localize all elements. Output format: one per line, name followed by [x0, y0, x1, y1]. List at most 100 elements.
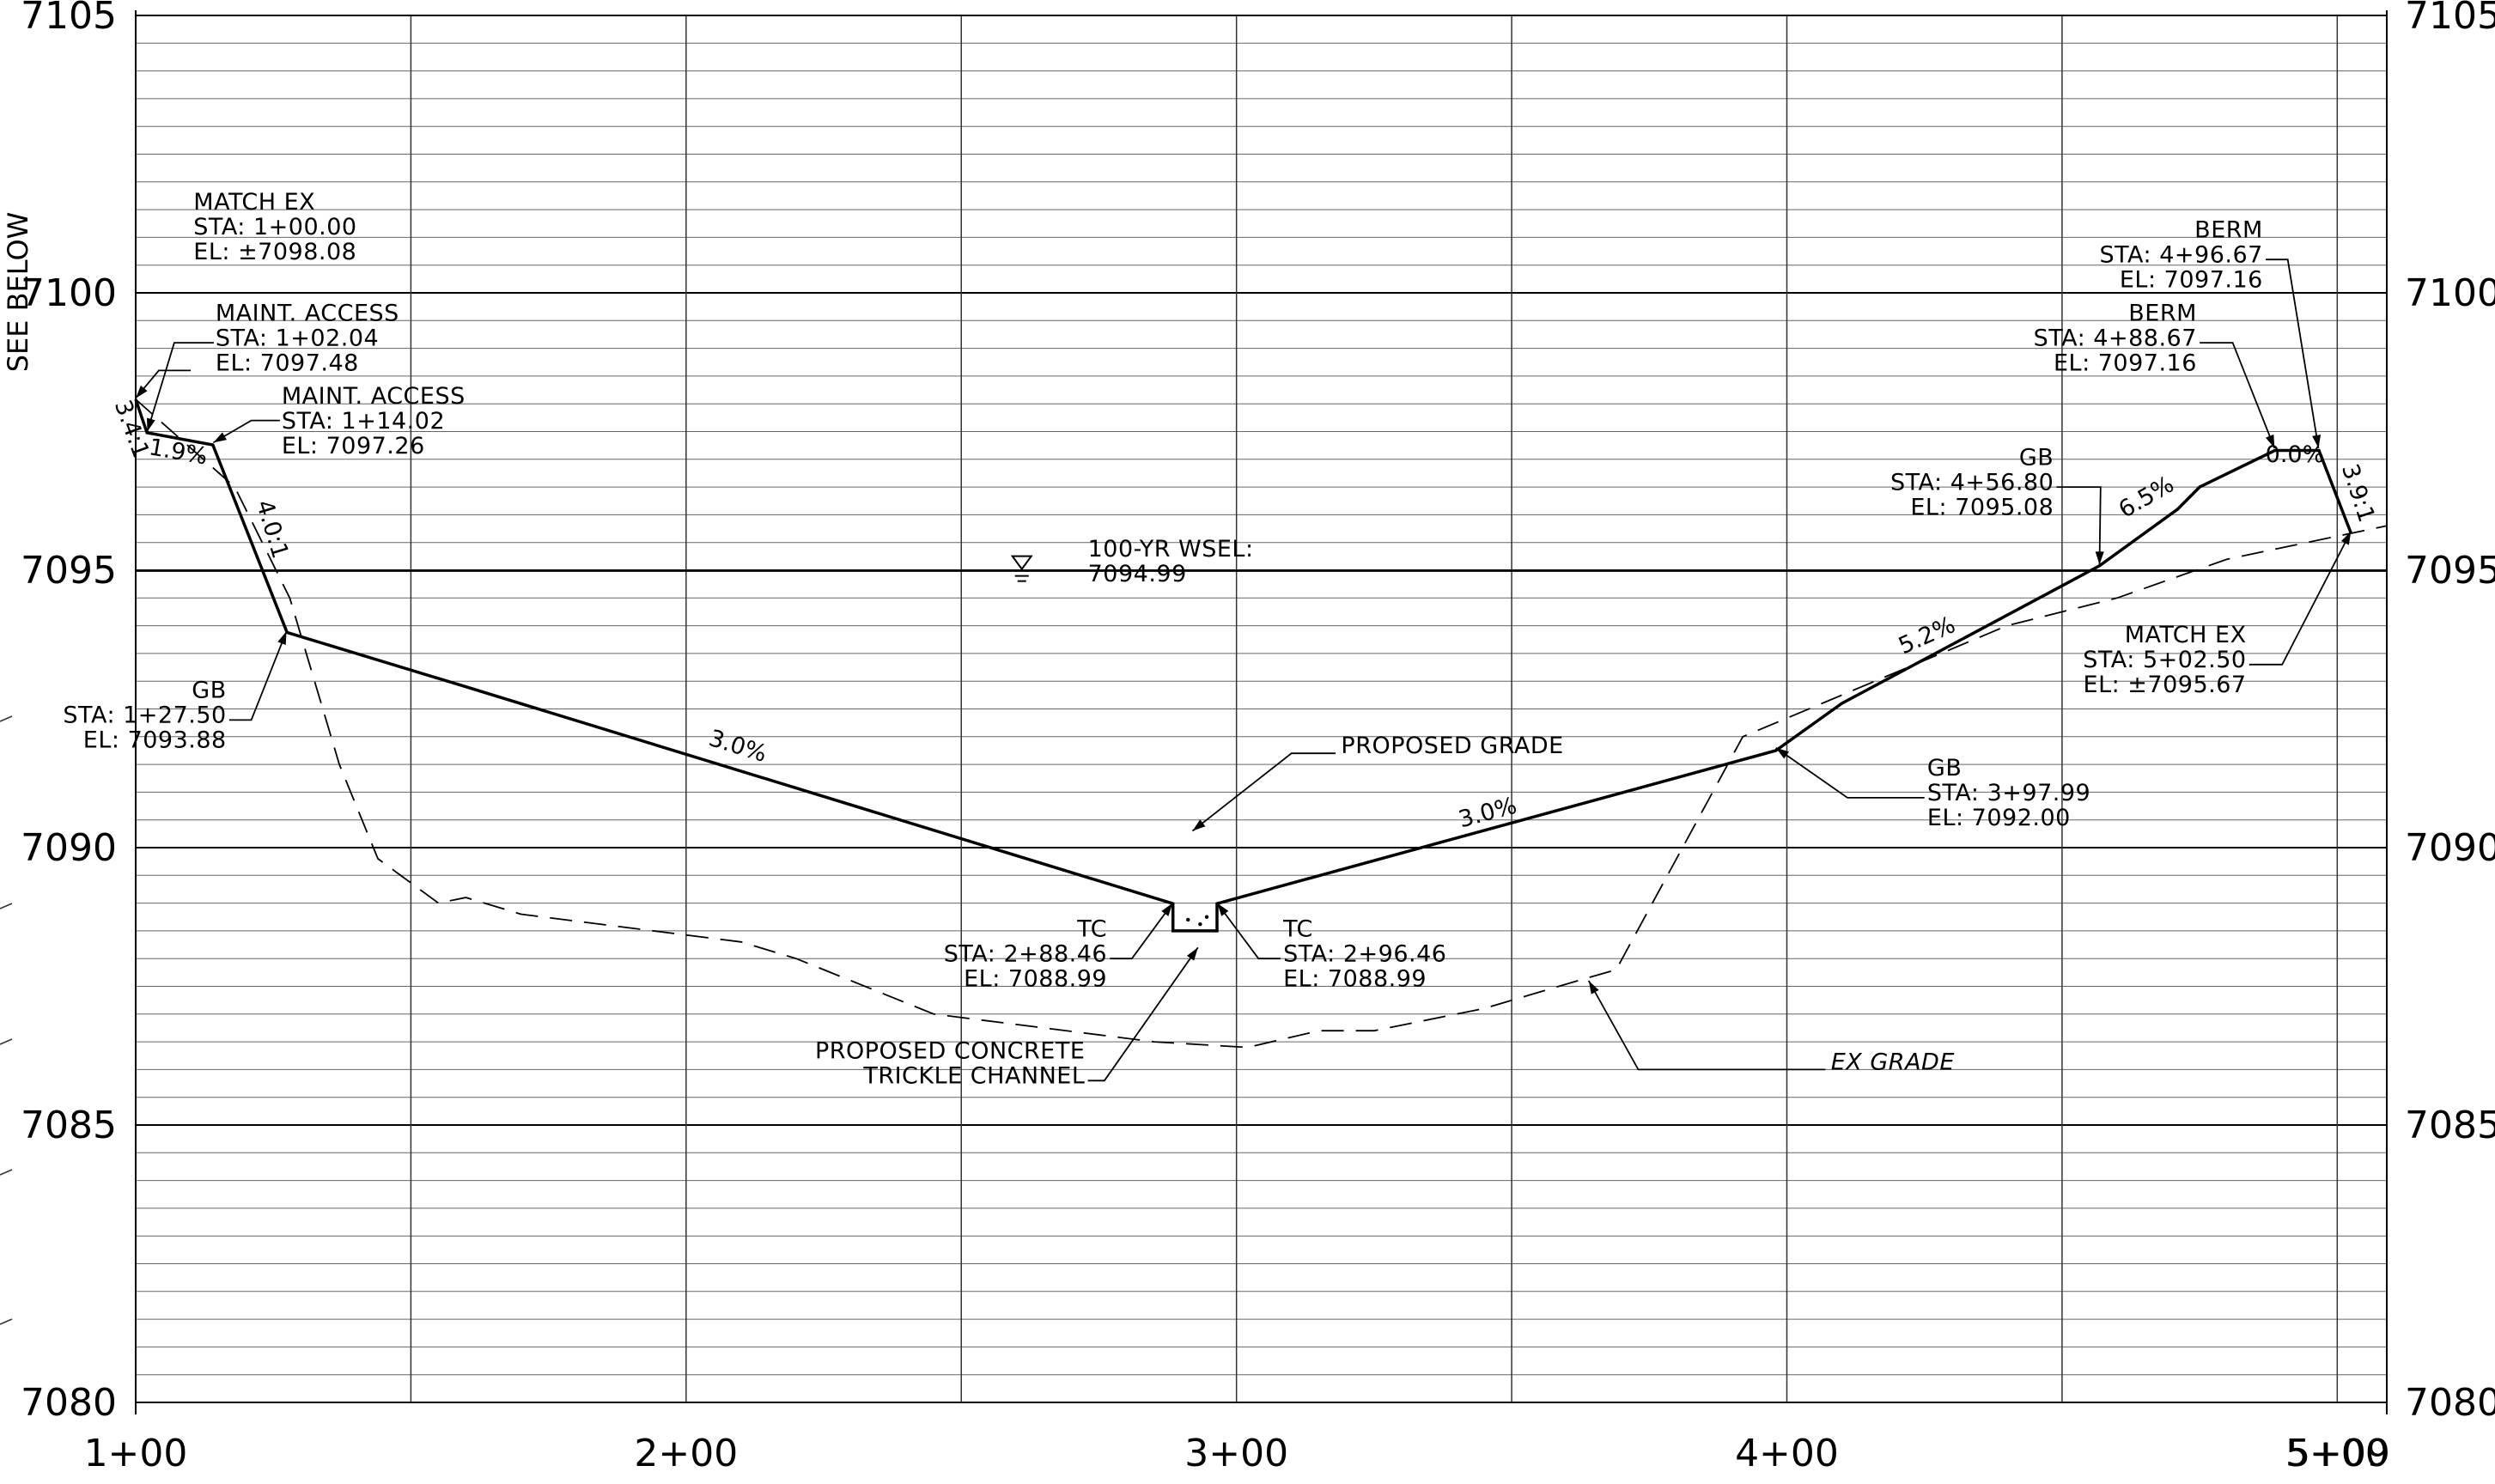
callout-leader	[2249, 531, 2352, 666]
y-tick-label-left: 7095	[21, 549, 117, 593]
y-tick-label-left: 7100	[21, 271, 117, 315]
callout-arrowhead	[2312, 435, 2322, 448]
x-tick-label: 2+00	[634, 1432, 738, 1475]
callout-text: BERM	[2128, 300, 2197, 326]
x-tick-label: 3+00	[1184, 1432, 1288, 1475]
callout-text: PROPOSED CONCRETE	[815, 1037, 1085, 1064]
callout-arrowhead	[1775, 747, 1790, 759]
water-surface-elevation: 100-YR WSEL:7094.99	[136, 536, 2387, 587]
callout-text: STA: 1+27.50	[63, 702, 226, 729]
slope-label: 3.0%	[706, 725, 770, 768]
y-tick-label-right: 7085	[2405, 1104, 2495, 1147]
callout-text: EL: 7088.99	[964, 965, 1107, 992]
x-tick-label: 5+09	[2286, 1432, 2390, 1475]
edge-tick	[0, 1169, 13, 1176]
callout-leader	[228, 630, 288, 721]
callout-text: STA: 5+02.50	[2083, 647, 2246, 673]
callout-text: EL: 7093.88	[83, 727, 227, 754]
callout-leader	[135, 369, 192, 399]
callout-text: STA: 2+88.46	[944, 940, 1107, 967]
slope-label: 5.2%	[1895, 611, 1959, 660]
callout-text: STA: 4+56.80	[1890, 469, 2054, 496]
existing-grade-line	[135, 398, 2388, 1049]
callout-leader	[1110, 903, 1174, 960]
callout-text: STA: 3+97.99	[1927, 780, 2090, 806]
callout-leader	[2056, 486, 2102, 565]
callout-text: STA: 1+00.00	[193, 214, 356, 240]
callout-leader	[1775, 746, 1925, 799]
callout-text: GB	[1927, 755, 1962, 782]
callout-text: EL: ±7098.08	[193, 239, 356, 265]
callout-text: GB	[192, 678, 226, 704]
callout-text: EL: 7088.99	[1283, 965, 1427, 992]
callout-text: TRICKLE CHANNEL	[862, 1062, 1085, 1089]
y-tick-label-right: 7105	[2405, 0, 2495, 38]
slope-label: 4.0:1	[251, 497, 294, 562]
slope-label: 1.9%	[147, 434, 210, 470]
callout-text: STA: 2+96.46	[1283, 940, 1446, 967]
callout-text: EL: 7097.26	[282, 433, 425, 459]
callout-text: STA: 1+14.02	[282, 408, 445, 435]
side-label: SEE BELOW	[2, 212, 34, 373]
concrete-hatch-dot	[1204, 915, 1209, 919]
edge-tick	[0, 903, 13, 909]
callout-arrowhead	[1186, 947, 1198, 961]
callout-text: TC	[1282, 915, 1313, 942]
slope-label: 3.0%	[1456, 793, 1519, 834]
callout-text: EL: 7097.16	[2120, 266, 2263, 293]
callout-text: MAINT. ACCESS	[216, 300, 399, 326]
callout: PROPOSED GRADE	[1191, 733, 1563, 832]
callout-text: STA: 4+96.67	[2100, 241, 2263, 268]
x-tick-label: 5+00	[2285, 1432, 2389, 1475]
wsel-value: 7094.99	[1088, 561, 1187, 587]
slope-label: 0.0%	[2266, 441, 2325, 468]
x-tick-label: 4+00	[1735, 1432, 1839, 1475]
callout-leader	[2266, 258, 2320, 449]
water-triangle	[1010, 555, 1033, 571]
callout-leader	[212, 419, 280, 444]
callout-arrowhead	[213, 432, 228, 443]
callout-arrowhead	[136, 385, 148, 398]
callout-leader	[1087, 946, 1199, 1082]
callout-text: MATCH EX	[2125, 622, 2247, 648]
callout-leader	[1588, 980, 1826, 1071]
callout-text: EL: 7095.08	[1910, 494, 2054, 520]
callout-text: EL: 7092.00	[1927, 805, 2071, 831]
callout-text: EL: 7097.48	[216, 350, 359, 376]
misc-marks	[0, 715, 1209, 1325]
wsel-label: 100-YR WSEL:	[1088, 536, 1254, 563]
callout-text: PROPOSED GRADE	[1341, 733, 1563, 759]
y-tick-label-right: 7095	[2405, 549, 2495, 593]
callout-arrowhead	[277, 631, 287, 646]
callout-text: TC	[1076, 915, 1107, 942]
callout-arrowhead	[2265, 434, 2275, 448]
callout-text: EL: 7097.16	[2054, 350, 2197, 376]
callout-leader	[1216, 903, 1281, 960]
callout-leader	[146, 342, 214, 432]
callout-leader	[1191, 752, 1336, 832]
callout-text: MAINT. ACCESS	[282, 383, 466, 410]
callout-text: STA: 4+88.67	[2034, 325, 2197, 351]
callout-text: EX GRADE	[1831, 1049, 1955, 1075]
edge-tick	[0, 1038, 13, 1045]
callout-arrowhead	[1192, 819, 1206, 831]
callout-text: MATCH EX	[193, 189, 315, 216]
y-tick-label-left: 7080	[21, 1381, 117, 1425]
callout-leader	[2200, 342, 2276, 449]
callout-arrowhead	[147, 417, 155, 432]
y-tick-label-right: 7090	[2405, 826, 2495, 870]
callout-text: GB	[2019, 444, 2054, 471]
